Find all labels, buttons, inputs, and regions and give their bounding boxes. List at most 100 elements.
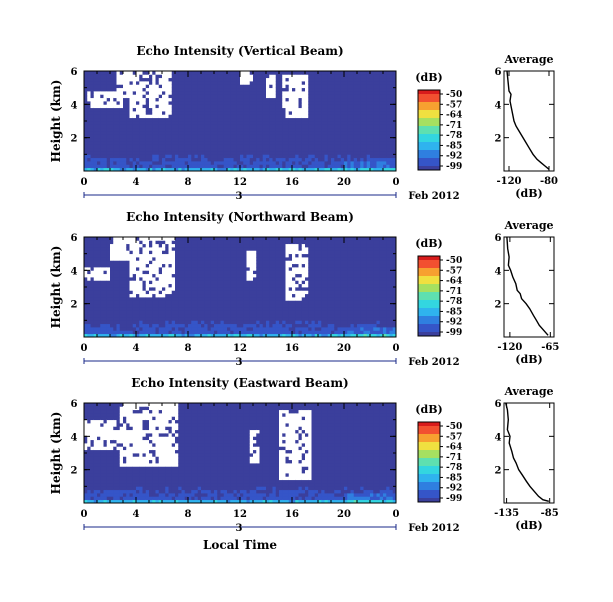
- heatmap-cell: [247, 141, 251, 145]
- heatmap-cell: [178, 164, 182, 168]
- heatmap-cell: [247, 121, 251, 125]
- heatmap-cell: [84, 104, 88, 108]
- heatmap-cell: [162, 144, 166, 148]
- heatmap-cell: [256, 91, 260, 95]
- heatmap-cell: [84, 141, 88, 145]
- heatmap-cell: [165, 161, 169, 165]
- heatmap-cell: [234, 134, 238, 138]
- heatmap-cell: [250, 247, 254, 251]
- heatmap-cell: [126, 154, 130, 158]
- heatmap-cell: [305, 118, 309, 122]
- heatmap-cell: [360, 71, 364, 75]
- heatmap-cell: [331, 118, 335, 122]
- heatmap-cell: [178, 300, 182, 304]
- heatmap-cell: [146, 270, 150, 274]
- heatmap-cell: [237, 78, 241, 82]
- heatmap-cell: [133, 124, 137, 128]
- heatmap-cell: [117, 131, 121, 135]
- heatmap-cell: [357, 84, 361, 88]
- heatmap-cell: [234, 290, 238, 294]
- heatmap-cell: [159, 280, 163, 284]
- heatmap-cell: [227, 307, 231, 311]
- heatmap-cell: [321, 161, 325, 165]
- heatmap-cell: [188, 314, 192, 318]
- heatmap-cell: [198, 108, 202, 112]
- heatmap-cell: [344, 104, 348, 108]
- heatmap-cell: [175, 257, 179, 261]
- heatmap-cell: [373, 148, 377, 152]
- heatmap-cell: [126, 138, 130, 142]
- heatmap-cell: [162, 138, 166, 142]
- heatmap-cell: [113, 74, 117, 78]
- heatmap-cell: [113, 134, 117, 138]
- heatmap-cell: [230, 277, 234, 281]
- heatmap-cell: [156, 320, 160, 324]
- heatmap-cell: [367, 141, 371, 145]
- heatmap-cell: [214, 98, 218, 102]
- heatmap-cell: [152, 270, 156, 274]
- heatmap-cell: [341, 98, 345, 102]
- heatmap-cell: [224, 158, 228, 162]
- heatmap-cell: [123, 290, 127, 294]
- heatmap-cell: [292, 151, 296, 155]
- heatmap-cell: [149, 284, 153, 288]
- heatmap-cell: [117, 317, 121, 321]
- heatmap-cell: [208, 317, 212, 321]
- heatmap-cell: [117, 84, 121, 88]
- heatmap-cell: [221, 277, 225, 281]
- heatmap-cell: [243, 124, 247, 128]
- heatmap-cell: [185, 101, 189, 105]
- heatmap-cell: [250, 144, 254, 148]
- heatmap-cell: [156, 84, 160, 88]
- heatmap-cell: [185, 94, 189, 98]
- heatmap-cell: [217, 277, 221, 281]
- heatmap-cell: [240, 314, 244, 318]
- heatmap-cell: [191, 264, 195, 268]
- heatmap-cell: [286, 324, 290, 328]
- heatmap-cell: [347, 104, 351, 108]
- heatmap-cell: [159, 84, 163, 88]
- heatmap-cell: [139, 158, 143, 162]
- heatmap-cell: [214, 304, 218, 308]
- heatmap-cell: [136, 81, 140, 85]
- heatmap-cell: [149, 257, 153, 261]
- heatmap-cell: [292, 240, 296, 244]
- heatmap-cell: [162, 277, 166, 281]
- heatmap-cell: [149, 280, 153, 284]
- heatmap-cell: [117, 78, 121, 82]
- heatmap-cell: [152, 128, 156, 132]
- heatmap-cell: [377, 71, 381, 75]
- heatmap-cell: [84, 244, 88, 248]
- heatmap-cell: [373, 161, 377, 165]
- heatmap-cell: [139, 317, 143, 321]
- heatmap-cell: [386, 164, 390, 168]
- heatmap-cell: [318, 111, 322, 115]
- heatmap-cell: [191, 121, 195, 125]
- heatmap-cell: [276, 108, 280, 112]
- heatmap-cell: [253, 138, 257, 142]
- heatmap-cell: [208, 270, 212, 274]
- heatmap-cell: [188, 327, 192, 331]
- heatmap-cell: [169, 287, 173, 291]
- heatmap-cell: [113, 151, 117, 155]
- heatmap-cell: [133, 300, 137, 304]
- heatmap-cell: [263, 287, 267, 291]
- heatmap-cell: [120, 284, 124, 288]
- heatmap-cell: [87, 320, 91, 324]
- heatmap-cell: [201, 240, 205, 244]
- heatmap-cell: [113, 284, 117, 288]
- heatmap-cell: [123, 128, 127, 132]
- heatmap-cell: [234, 154, 238, 158]
- heatmap-cell: [224, 128, 228, 132]
- heatmap-cell: [169, 114, 173, 118]
- heatmap-cell: [188, 290, 192, 294]
- heatmap-cell: [126, 300, 130, 304]
- heatmap-cell: [276, 244, 280, 248]
- heatmap-cell: [130, 158, 134, 162]
- heatmap-cell: [162, 324, 166, 328]
- heatmap-cell: [260, 161, 264, 165]
- heatmap-cell: [175, 324, 179, 328]
- heatmap-cell: [139, 314, 143, 318]
- heatmap-cell: [130, 310, 134, 314]
- heatmap-cell: [107, 280, 111, 284]
